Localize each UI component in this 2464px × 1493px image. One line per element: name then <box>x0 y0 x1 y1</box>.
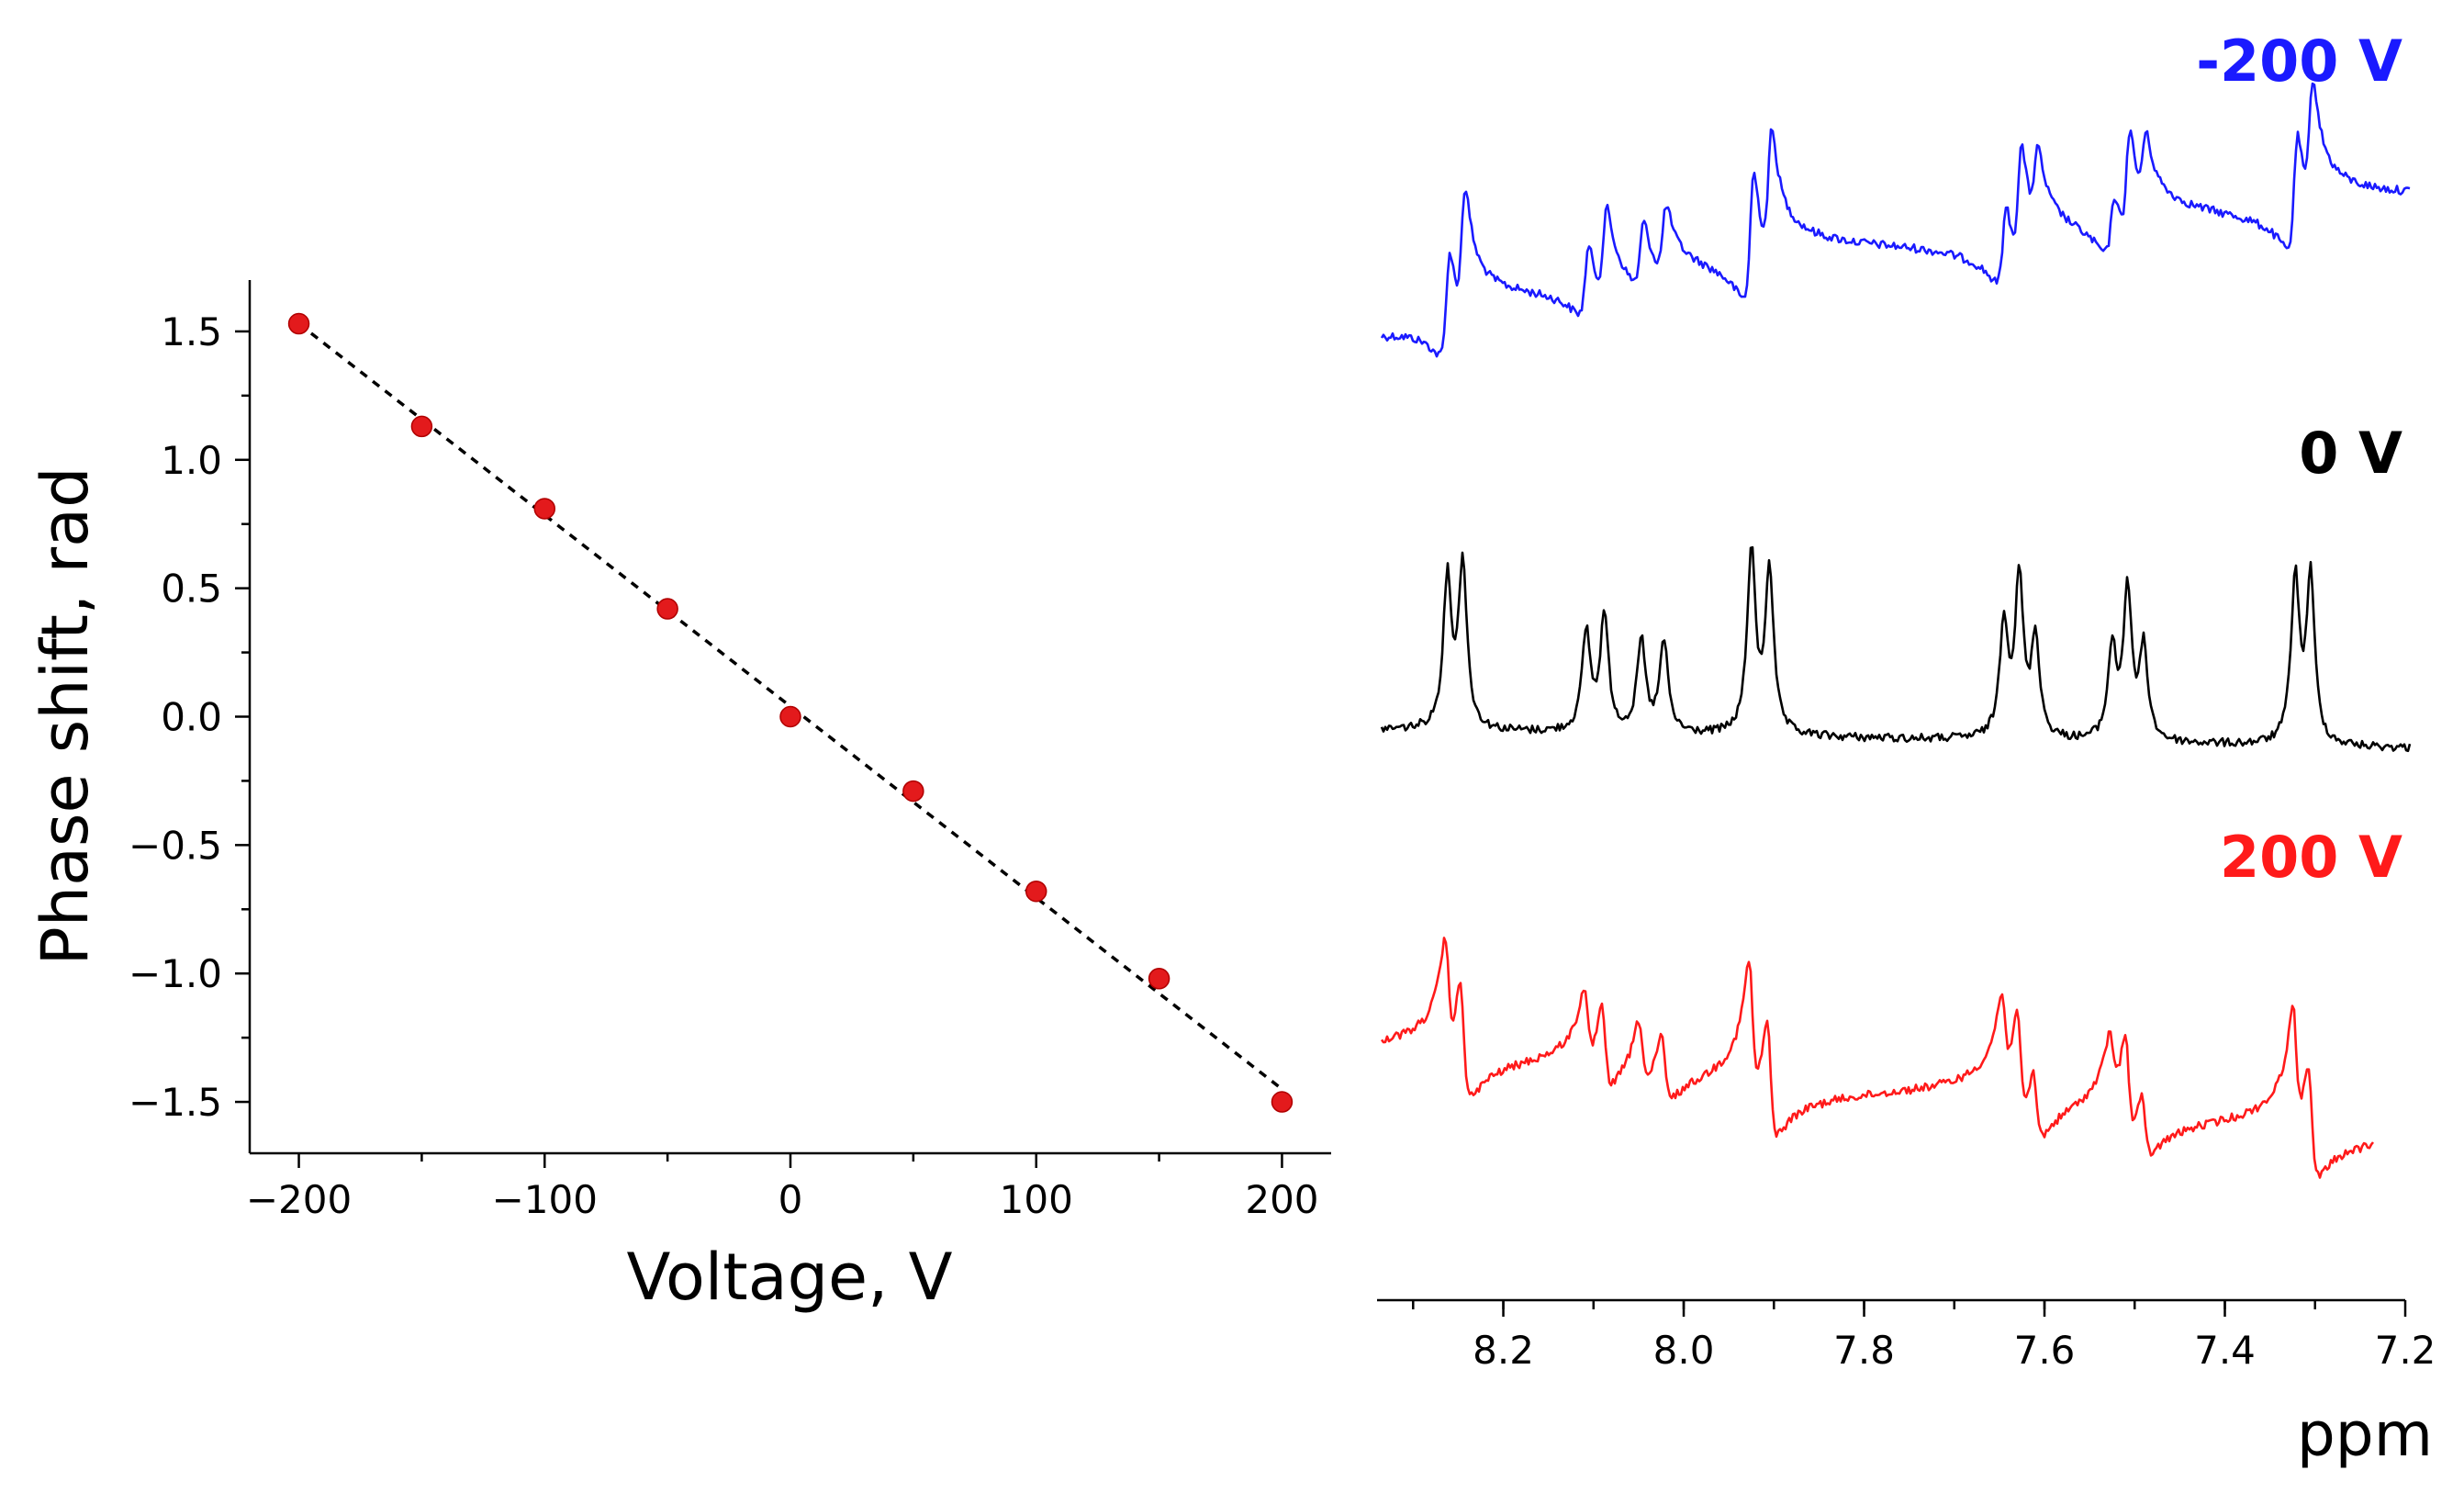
x-tick-label: −100 <box>492 1177 598 1222</box>
data-point <box>410 415 433 438</box>
data-point <box>779 705 801 728</box>
scatter-ticks: −200 −100 0 100 200 1.5 1.0 0.5 0.0 −0.5 −1.0 −1.5 <box>129 309 1319 1222</box>
y-tick-label: −1.5 <box>129 1080 222 1125</box>
ppm-tick-label: 7.2 <box>2375 1328 2436 1373</box>
spectrum-label-neg200: -200 V <box>2196 28 2402 95</box>
x-tick-label: 100 <box>1000 1177 1073 1222</box>
ppm-ticks: 8.2 8.0 7.8 7.6 7.4 7.2 <box>1412 1300 2436 1373</box>
spectra-plot: -200 V 0 V 200 V 8.2 8.0 7.8 7.6 7.4 7.2 ppm <box>1377 28 2436 1470</box>
fit-line <box>297 322 1283 1091</box>
data-point <box>287 312 310 335</box>
scatter-plot: −200 −100 0 100 2001.51.00.50.0−0.5−1.0−1.5 … <box>28 280 1331 1315</box>
y-tick-label: 1.5 <box>161 309 222 354</box>
data-point <box>533 498 556 520</box>
y-tick-label: −1.0 <box>129 951 222 996</box>
y-tick-label: −0.5 <box>129 823 222 868</box>
y-axis-title: Phase shift, rad <box>28 466 103 965</box>
data-point <box>1025 880 1047 903</box>
data-point <box>1271 1091 1294 1113</box>
spectrum-label-0: 0 V <box>2299 420 2402 487</box>
ppm-tick-label: 8.2 <box>1473 1328 1534 1373</box>
x-tick-label: −200 <box>246 1177 352 1222</box>
x-axis-title: Voltage, V <box>627 1240 953 1315</box>
y-tick-label: 1.0 <box>161 438 222 483</box>
data-point <box>656 598 678 620</box>
data-point <box>902 780 924 803</box>
spectrum-trace <box>1380 545 2412 753</box>
scatter-points <box>287 312 1294 1113</box>
ppm-axis-title: ppm <box>2297 1399 2433 1470</box>
spectrum-trace <box>1380 82 2411 358</box>
ppm-tick-label: 7.4 <box>2194 1328 2256 1373</box>
spectrum-trace <box>1380 937 2375 1179</box>
spectrum-label-200: 200 V <box>2220 824 2402 891</box>
ppm-tick-label: 7.6 <box>2014 1328 2076 1373</box>
x-tick-label: 0 <box>778 1177 803 1222</box>
y-tick-label: 0.5 <box>161 567 222 612</box>
scatter-fit-group <box>297 322 1283 1091</box>
data-point <box>1148 968 1170 990</box>
ppm-tick-label: 8.0 <box>1653 1328 1715 1373</box>
x-tick-label: 200 <box>1245 1177 1318 1222</box>
spectra-lines <box>1380 82 2412 1179</box>
y-tick-label: 0.0 <box>161 695 222 740</box>
ppm-tick-label: 7.8 <box>1833 1328 1895 1373</box>
